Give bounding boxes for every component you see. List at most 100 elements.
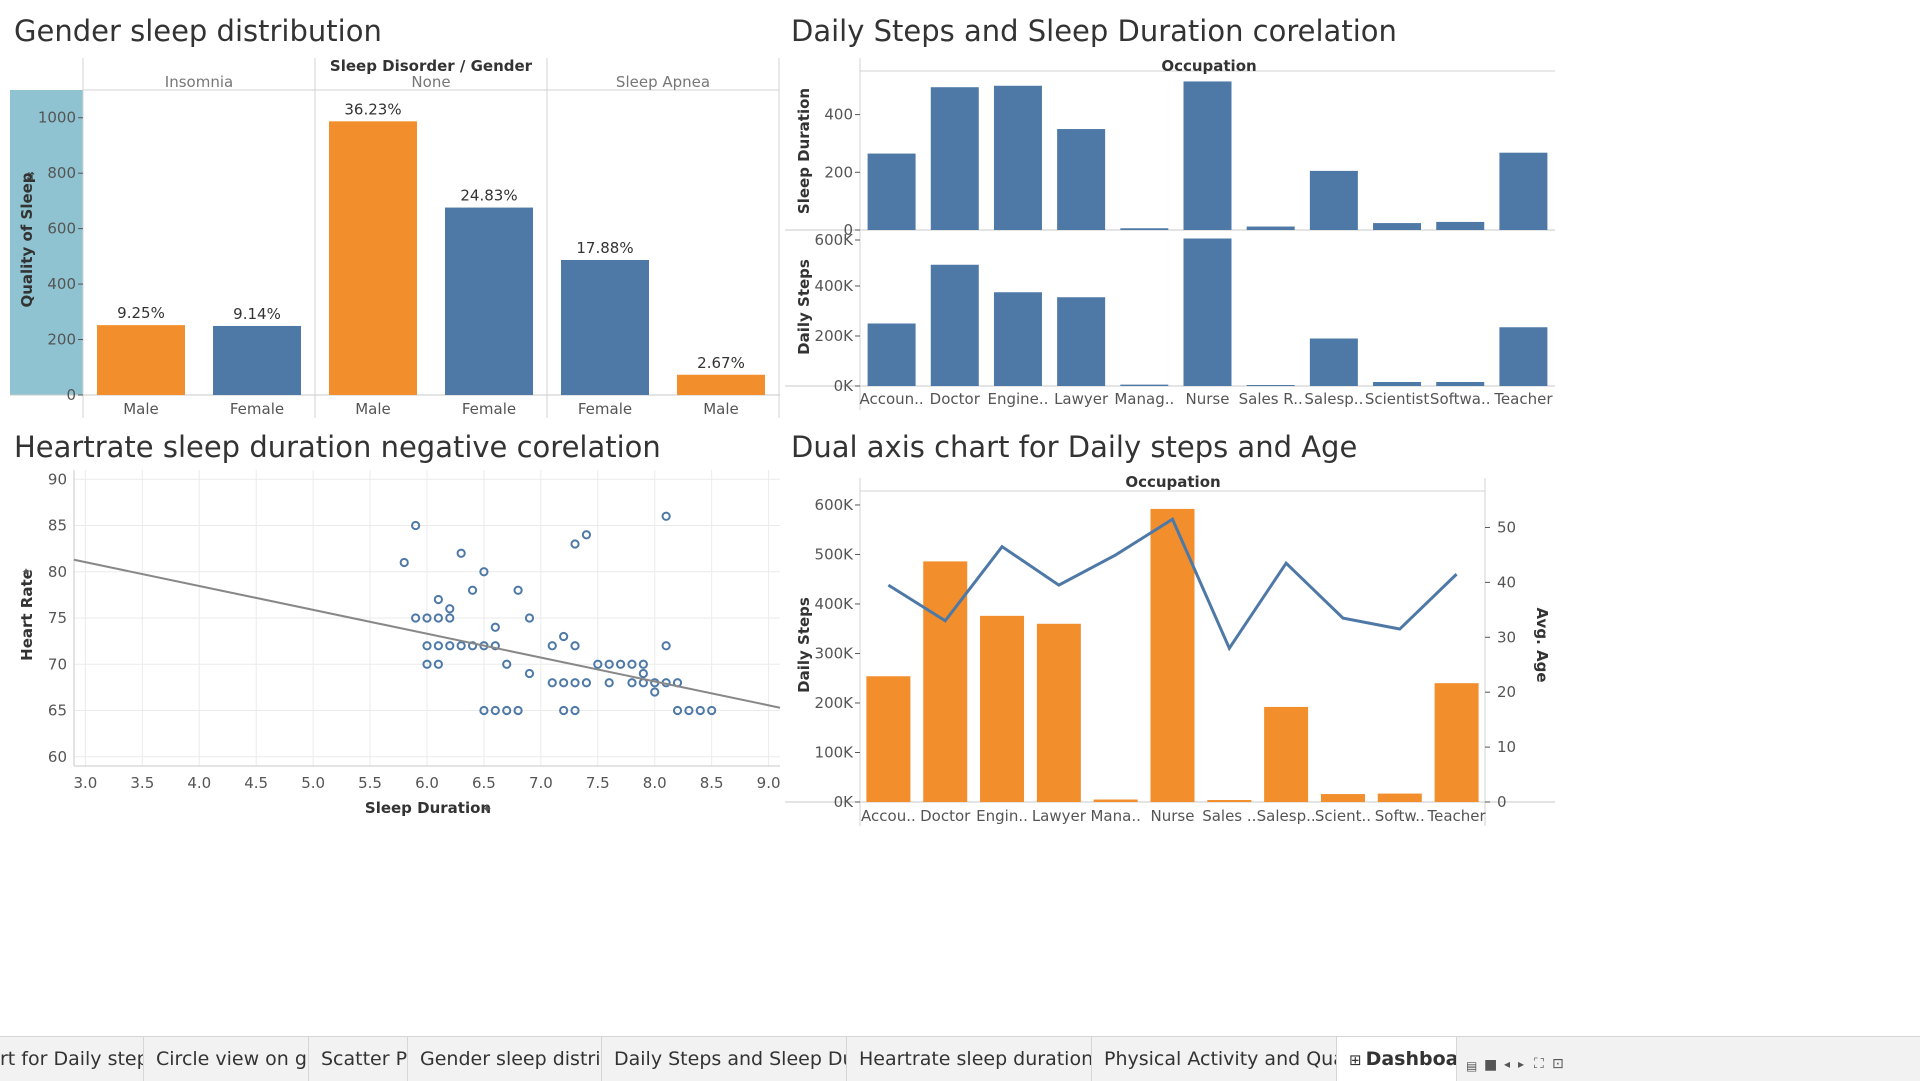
scatter-point[interactable] — [502, 705, 512, 716]
tab-heartrate[interactable]: Heartrate sleep duration negativ... — [847, 1037, 1092, 1081]
pin-icon[interactable]: ✦ — [20, 567, 33, 576]
scatter-point[interactable] — [411, 520, 421, 531]
bar-daily-steps[interactable] — [923, 561, 968, 802]
scatter-point[interactable] — [559, 631, 569, 642]
bar-daily-steps[interactable] — [1036, 623, 1081, 802]
scatter-point[interactable] — [559, 678, 569, 688]
scatter-point[interactable] — [433, 613, 443, 623]
scatter-point[interactable] — [684, 705, 694, 716]
scatter-point[interactable] — [422, 613, 432, 623]
tab-dashboard[interactable]: ⊞Dashboard — [1337, 1037, 1457, 1081]
scatter-point[interactable] — [445, 604, 455, 614]
scatter-point[interactable] — [604, 678, 614, 688]
bar[interactable] — [329, 121, 417, 395]
scatter-point[interactable] — [570, 705, 580, 716]
bar-daily-steps[interactable] — [1373, 382, 1422, 386]
scatter-point[interactable] — [695, 705, 705, 716]
scatter-point[interactable] — [581, 678, 592, 688]
bar-daily-steps[interactable] — [1499, 327, 1548, 386]
bar-sleep-duration[interactable] — [1057, 129, 1106, 230]
bar-daily-steps[interactable] — [867, 323, 916, 387]
scatter-point[interactable] — [707, 705, 717, 716]
steps-sleep-chart[interactable]: Occupation Sleep Duration Daily Steps 0 2… — [785, 50, 1560, 415]
tab-scatter-plot[interactable]: Scatter Plot — [309, 1037, 408, 1081]
dual-axis-chart[interactable]: Occupation Daily Steps Avg. Age 0K 100K 20… — [785, 470, 1560, 830]
scatter-point[interactable] — [570, 678, 580, 688]
scatter-point[interactable] — [604, 659, 614, 669]
scatter-point[interactable] — [467, 641, 478, 651]
tab-circle-view[interactable]: Circle view on gender — [144, 1037, 309, 1081]
presentation-icon[interactable]: ⊡ — [1552, 1056, 1564, 1072]
bar-sleep-duration[interactable] — [993, 85, 1042, 230]
bar[interactable] — [561, 259, 649, 395]
scatter-point[interactable] — [547, 678, 557, 688]
trend-line[interactable] — [73, 558, 781, 709]
bar-sleep-duration[interactable] — [1183, 81, 1232, 230]
bar-sleep-duration[interactable] — [1436, 221, 1485, 230]
bar-sleep-duration[interactable] — [867, 153, 916, 230]
scroll-left-icon[interactable]: ◂ — [1504, 1057, 1511, 1071]
scatter-point[interactable] — [490, 622, 500, 632]
bar-sleep-duration[interactable] — [1309, 170, 1358, 230]
bar-daily-steps[interactable] — [1120, 384, 1169, 386]
bar-daily-steps[interactable] — [980, 615, 1025, 802]
bar[interactable] — [445, 207, 533, 395]
bar-daily-steps[interactable] — [866, 676, 911, 802]
scatter-point[interactable] — [593, 659, 603, 669]
bar-daily-steps[interactable] — [1434, 683, 1479, 802]
gender-sleep-chart[interactable]: Sleep Disorder / Gender Insomnia None Sl… — [0, 50, 785, 425]
scatter-point[interactable] — [445, 641, 455, 651]
scatter-point[interactable] — [524, 613, 535, 623]
scatter-point[interactable] — [467, 585, 478, 595]
bar-daily-steps[interactable] — [1207, 800, 1252, 802]
scatter-point[interactable] — [433, 659, 443, 669]
pin-icon[interactable]: ✦ — [482, 802, 492, 816]
scatter-point[interactable] — [490, 705, 500, 716]
bar-daily-steps[interactable] — [1057, 297, 1106, 386]
scatter-point[interactable] — [479, 705, 489, 716]
scatter-point[interactable] — [456, 548, 466, 558]
scatter-point[interactable] — [650, 687, 660, 697]
scatter-point[interactable] — [524, 668, 535, 679]
fullscreen-icon[interactable]: ⛶ — [1534, 1056, 1544, 1072]
bar-daily-steps[interactable] — [930, 264, 979, 386]
scatter-point[interactable] — [479, 567, 489, 577]
scatter-point[interactable] — [661, 511, 671, 521]
tab-gender-sleep[interactable]: Gender sleep distribution — [408, 1037, 602, 1081]
bar-daily-steps[interactable] — [1183, 238, 1232, 387]
scatter-point[interactable] — [422, 659, 432, 669]
bar-sleep-duration[interactable] — [1499, 152, 1548, 230]
bar-daily-steps[interactable] — [1320, 794, 1365, 802]
scroll-right-icon[interactable]: ▸ — [1518, 1057, 1525, 1071]
scatter-point[interactable] — [638, 668, 648, 679]
scatter-point[interactable] — [581, 530, 592, 540]
bar-sleep-duration[interactable] — [930, 87, 979, 230]
scatter-point[interactable] — [411, 613, 421, 623]
tab-steps-sleep[interactable]: Daily Steps and Sleep Duration c... — [602, 1037, 847, 1081]
scatter-point[interactable] — [615, 659, 626, 669]
bar-daily-steps[interactable] — [1264, 706, 1309, 802]
scatter-point[interactable] — [445, 613, 455, 623]
bar[interactable] — [213, 325, 301, 395]
scatter-point[interactable] — [399, 557, 409, 568]
filmstrip-icon[interactable]: ■ — [1484, 1057, 1498, 1073]
scatter-point[interactable] — [456, 641, 466, 651]
heartrate-scatter-chart[interactable]: 3.0 3.5 4.0 4.5 5.0 5.5 6.0 6.5 7.0 7.5 8.0 8.5 9.0 6… — [0, 470, 785, 830]
avg-age-line[interactable] — [887, 517, 1458, 652]
bar[interactable] — [97, 325, 185, 395]
scatter-point[interactable] — [433, 594, 443, 605]
scatter-point[interactable] — [433, 641, 443, 651]
bar-daily-steps[interactable] — [993, 292, 1042, 386]
scatter-point[interactable] — [513, 585, 523, 595]
bar-daily-steps[interactable] — [1150, 508, 1195, 802]
bar-sleep-duration[interactable] — [1246, 226, 1295, 230]
scatter-point[interactable] — [661, 641, 671, 651]
sort-icon[interactable]: ⇵ — [26, 170, 35, 183]
sheet-sorter-icon[interactable]: ▤ — [1466, 1059, 1478, 1073]
bar-sleep-duration[interactable] — [1373, 223, 1422, 230]
scatter-point[interactable] — [513, 705, 523, 716]
scatter-point[interactable] — [672, 705, 683, 716]
scatter-point[interactable] — [570, 641, 580, 651]
bar-daily-steps[interactable] — [1246, 385, 1295, 386]
scatter-point[interactable] — [627, 678, 637, 688]
